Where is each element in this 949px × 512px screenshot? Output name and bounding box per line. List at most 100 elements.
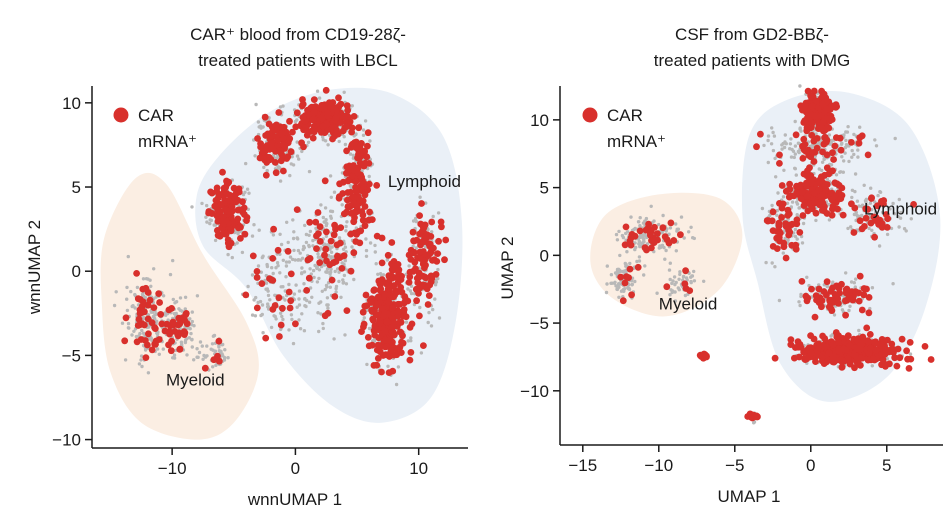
car-positive-point: [337, 240, 344, 247]
car-negative-point: [173, 356, 176, 359]
car-negative-point: [878, 244, 881, 247]
car-negative-point: [257, 301, 260, 304]
car-negative-point: [280, 285, 283, 288]
car-negative-point: [798, 304, 801, 307]
car-negative-point: [325, 270, 328, 273]
car-negative-point: [214, 239, 217, 242]
car-positive-point: [628, 242, 635, 249]
car-positive-point: [225, 240, 232, 247]
car-negative-point: [794, 144, 797, 147]
car-positive-point: [135, 295, 142, 302]
car-negative-point: [311, 239, 314, 242]
car-positive-point: [211, 356, 218, 363]
car-negative-point: [629, 215, 632, 218]
car-positive-point: [311, 96, 318, 103]
car-negative-point: [321, 322, 324, 325]
car-positive-point: [786, 229, 793, 236]
car-negative-point: [678, 273, 681, 276]
car-negative-point: [851, 149, 854, 152]
car-negative-point: [325, 224, 328, 227]
car-positive-point: [651, 239, 658, 246]
car-negative-point: [693, 279, 696, 282]
car-negative-point: [133, 306, 136, 309]
car-negative-point: [363, 316, 366, 319]
car-negative-point: [848, 305, 851, 308]
car-negative-point: [622, 236, 625, 239]
chart-title-line-2: treated patients with DMG: [654, 51, 851, 70]
car-negative-point: [860, 214, 863, 217]
car-negative-point: [364, 237, 367, 240]
car-negative-point: [796, 237, 799, 240]
car-positive-point: [799, 143, 806, 150]
car-positive-point: [356, 154, 363, 161]
car-positive-point: [817, 294, 824, 301]
car-positive-point: [828, 288, 835, 295]
car-negative-point: [179, 296, 182, 299]
car-negative-point: [261, 331, 264, 334]
car-negative-point: [177, 307, 180, 310]
car-positive-point: [830, 341, 837, 348]
car-negative-point: [322, 216, 325, 219]
car-positive-point: [262, 335, 269, 342]
car-positive-point: [786, 211, 793, 218]
car-positive-point: [377, 320, 384, 327]
car-positive-point: [142, 337, 149, 344]
car-negative-point: [290, 318, 293, 321]
car-positive-point: [814, 135, 821, 142]
car-positive-point: [318, 129, 325, 136]
car-negative-point: [246, 285, 249, 288]
car-positive-point: [637, 228, 644, 235]
car-positive-point: [294, 206, 301, 213]
car-negative-point: [778, 299, 781, 302]
car-negative-point: [268, 298, 271, 301]
car-negative-point: [325, 284, 328, 287]
car-positive-point: [816, 178, 823, 185]
car-negative-point: [409, 339, 412, 342]
figure: CAR⁺ blood from CD19-28ζ- treated patien…: [0, 0, 949, 512]
car-positive-point: [776, 223, 783, 230]
car-negative-point: [761, 207, 764, 210]
car-negative-point: [702, 280, 705, 283]
car-positive-point: [838, 281, 845, 288]
car-positive-point: [145, 330, 152, 337]
car-negative-point: [847, 309, 850, 312]
car-positive-point: [250, 253, 257, 260]
car-positive-point: [242, 231, 249, 238]
car-positive-point: [836, 348, 843, 355]
car-negative-point: [846, 125, 849, 128]
car-positive-point: [903, 347, 910, 354]
car-negative-point: [773, 134, 776, 137]
car-positive-point: [294, 109, 301, 116]
car-negative-point: [149, 285, 152, 288]
car-positive-point: [321, 252, 328, 259]
car-negative-point: [303, 246, 306, 249]
car-negative-point: [873, 138, 876, 141]
car-positive-point: [786, 194, 793, 201]
car-positive-point: [285, 248, 292, 255]
car-negative-point: [362, 134, 365, 137]
car-positive-point: [254, 135, 261, 142]
car-negative-point: [669, 262, 672, 265]
car-negative-point: [797, 300, 800, 303]
car-positive-point: [263, 172, 270, 179]
car-negative-point: [140, 329, 143, 332]
car-negative-point: [138, 362, 141, 365]
car-negative-point: [621, 289, 624, 292]
car-negative-point: [208, 222, 211, 225]
car-negative-point: [818, 167, 821, 170]
car-negative-point: [278, 233, 281, 236]
car-negative-point: [292, 163, 295, 166]
car-negative-point: [802, 222, 805, 225]
car-positive-point: [366, 209, 373, 216]
car-positive-point: [331, 105, 338, 112]
car-negative-point: [298, 289, 301, 292]
car-negative-point: [317, 330, 320, 333]
car-negative-point: [319, 203, 322, 206]
car-positive-point: [899, 336, 906, 343]
legend: CAR mRNA⁺: [114, 106, 198, 151]
car-positive-point: [397, 344, 404, 351]
car-positive-point: [702, 351, 709, 358]
car-negative-point: [198, 351, 201, 354]
car-negative-point: [821, 161, 824, 164]
car-negative-point: [296, 237, 299, 240]
